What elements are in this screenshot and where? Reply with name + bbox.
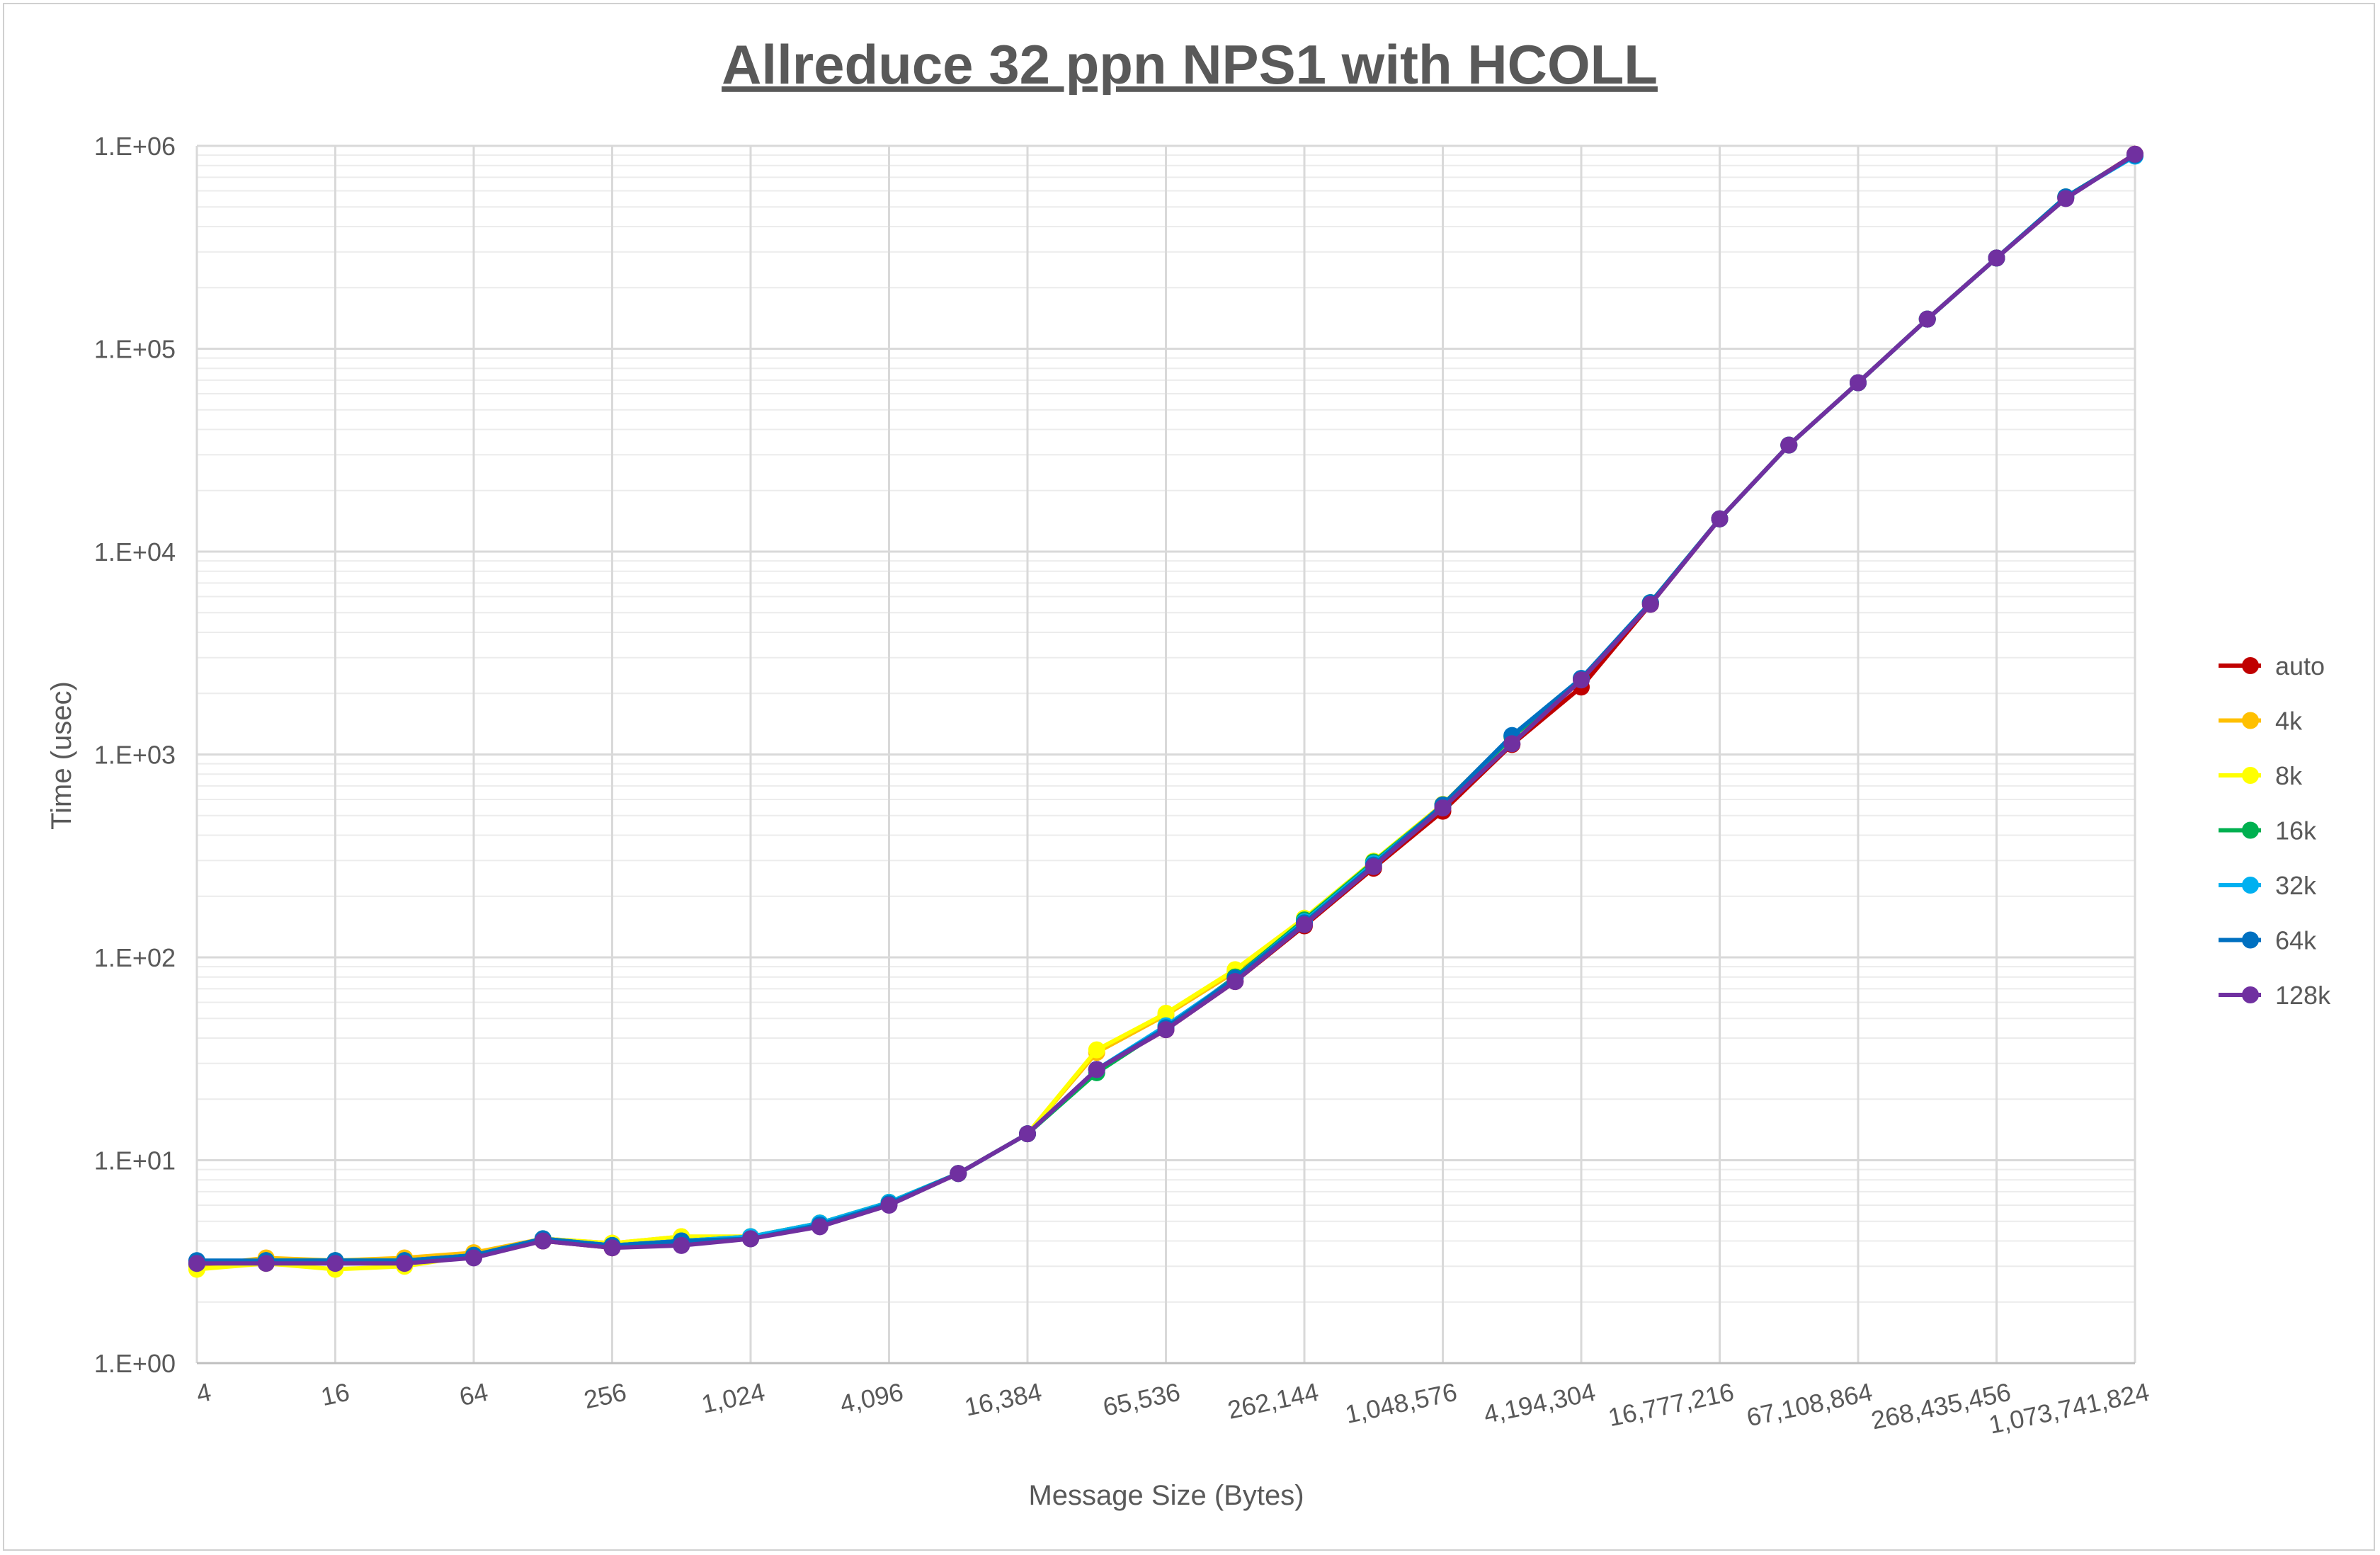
x-tick-label: 67,108,864 (1744, 1377, 1875, 1432)
data-point (2057, 190, 2075, 207)
data-point (534, 1232, 552, 1250)
data-point (1434, 799, 1452, 817)
legend-label: auto (2275, 651, 2325, 680)
x-tick-label: 1,048,576 (1343, 1377, 1459, 1429)
legend-label: 4k (2275, 707, 2303, 736)
data-point (188, 1255, 205, 1272)
x-tick-label: 262,144 (1225, 1377, 1321, 1425)
data-point (1365, 858, 1382, 875)
data-point (673, 1236, 690, 1254)
series-128k (188, 145, 2143, 1272)
data-point (1780, 436, 1798, 454)
legend-marker (2242, 821, 2259, 839)
data-point (1157, 1021, 1175, 1039)
legend-marker (2242, 986, 2259, 1003)
x-tick-label: 4,194,304 (1481, 1377, 1598, 1429)
legend-marker (2242, 877, 2259, 894)
data-point (1918, 310, 1936, 328)
x-tick-label: 16,384 (962, 1377, 1044, 1422)
y-tick-label: 1.E+00 (94, 1349, 176, 1378)
data-point (1988, 249, 2005, 267)
y-tick-label: 1.E+01 (94, 1146, 176, 1175)
data-point (326, 1255, 344, 1272)
legend-marker (2242, 657, 2259, 674)
y-tick-label: 1.E+05 (94, 335, 176, 364)
x-tick-label: 4 (194, 1377, 214, 1408)
x-tick-label: 16 (318, 1377, 352, 1411)
data-point (1226, 973, 1244, 991)
x-tick-label: 1,024 (699, 1377, 768, 1419)
legend-item: 128k (2219, 981, 2331, 1010)
chart-title: Allreduce 32 ppn NPS1 with HCOLL (722, 33, 1658, 96)
y-axis-label: Time (usec) (46, 681, 77, 830)
data-point (811, 1218, 829, 1236)
legend-item: 4k (2219, 707, 2303, 736)
legend: auto 4k 8k 16k 32k 64k 128k (2219, 651, 2331, 1010)
y-tick-label: 1.E+02 (94, 943, 176, 972)
data-point (1019, 1125, 1036, 1143)
legend-item: 64k (2219, 926, 2317, 955)
data-point (2126, 145, 2143, 163)
data-point (257, 1255, 275, 1272)
x-axis-label: Message Size (Bytes) (1028, 1480, 1304, 1511)
legend-item: 8k (2219, 761, 2303, 790)
y-tick-label: 1.E+06 (94, 132, 176, 161)
x-tick-label: 1,073,741,824 (1986, 1377, 2152, 1440)
data-point (950, 1165, 967, 1183)
x-tick-label: 4,096 (838, 1377, 906, 1419)
data-point (742, 1230, 759, 1248)
legend-item: auto (2219, 651, 2325, 680)
x-tick-label: 64 (457, 1377, 491, 1411)
legend-marker (2242, 712, 2259, 729)
data-point (1850, 374, 1867, 392)
data-point (1088, 1061, 1105, 1078)
legend-item: 16k (2219, 816, 2317, 845)
x-tick-label: 65,536 (1100, 1377, 1183, 1422)
grid (195, 144, 2136, 1365)
data-point (396, 1255, 414, 1272)
legend-label: 8k (2275, 761, 2303, 790)
y-tick-label: 1.E+04 (94, 537, 176, 566)
data-point (1641, 596, 1659, 613)
series-lines (188, 145, 2143, 1278)
x-tick-label: 256 (581, 1377, 629, 1415)
data-point (1573, 671, 1590, 689)
data-point (465, 1249, 482, 1267)
data-point (1157, 1004, 1175, 1022)
legend-item: 32k (2219, 871, 2317, 900)
legend-label: 64k (2275, 926, 2317, 955)
data-point (1296, 916, 1313, 933)
legend-label: 16k (2275, 816, 2317, 845)
legend-label: 128k (2275, 981, 2331, 1010)
data-point (1711, 510, 1729, 528)
data-point (1503, 735, 1521, 753)
y-tick-labels: 1.E+00 1.E+01 1.E+02 1.E+03 1.E+04 1.E+05 1.E+… (94, 132, 176, 1378)
legend-label: 32k (2275, 871, 2317, 900)
x-tick-label: 16,777,216 (1605, 1377, 1736, 1432)
legend-marker (2242, 767, 2259, 784)
chart-frame (3, 3, 2375, 1551)
legend-marker (2242, 931, 2259, 949)
x-tick-labels: 4 16 64 256 1,024 4,096 16,384 65,536 262,144 1,0… (194, 1377, 2152, 1440)
data-point (1088, 1041, 1105, 1059)
data-point (880, 1197, 898, 1214)
data-point (603, 1239, 621, 1257)
y-tick-label: 1.E+03 (94, 741, 176, 770)
